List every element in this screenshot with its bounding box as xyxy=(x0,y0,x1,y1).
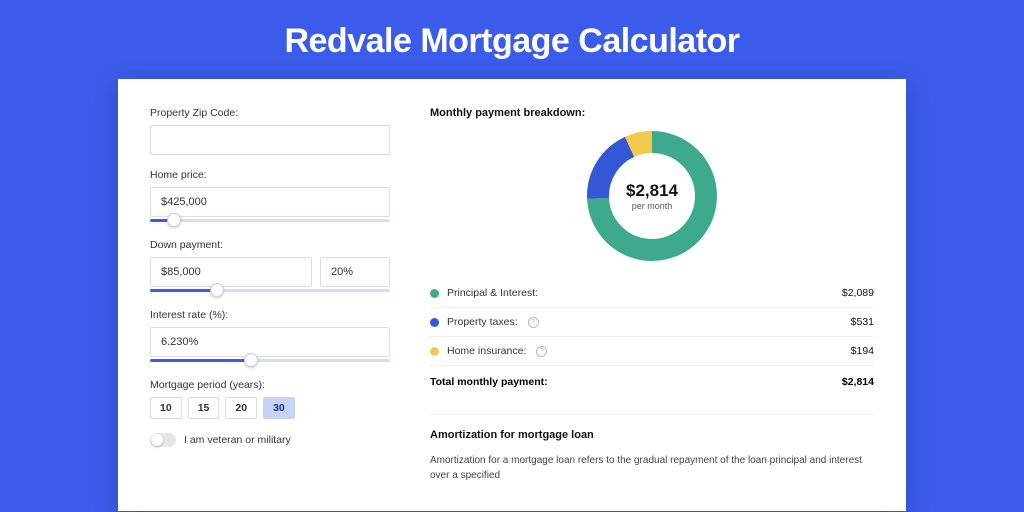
interest-rate-field-group: Interest rate (%): xyxy=(150,309,390,365)
veteran-toggle[interactable] xyxy=(150,433,176,447)
home-price-input[interactable] xyxy=(150,187,390,217)
period-option-10[interactable]: 10 xyxy=(150,397,182,419)
legend-label: Property taxes: xyxy=(447,316,518,328)
breakdown-title: Monthly payment breakdown: xyxy=(430,107,874,119)
veteran-row: I am veteran or military xyxy=(150,433,390,447)
home-price-slider[interactable] xyxy=(150,215,390,225)
donut-amount: $2,814 xyxy=(626,181,678,201)
info-icon[interactable]: ? xyxy=(528,317,539,328)
legend-value: $2,089 xyxy=(842,287,874,299)
veteran-label: I am veteran or military xyxy=(184,434,291,446)
legend-row: Property taxes:? $531 xyxy=(430,308,874,337)
down-payment-label: Down payment: xyxy=(150,239,390,251)
payment-donut-chart: $2,814 per month xyxy=(587,131,717,261)
period-option-15[interactable]: 15 xyxy=(188,397,220,419)
interest-rate-slider[interactable] xyxy=(150,355,390,365)
interest-rate-input[interactable] xyxy=(150,327,390,357)
amortization-title: Amortization for mortgage loan xyxy=(430,429,874,441)
legend-color-dot xyxy=(430,318,439,327)
period-option-20[interactable]: 20 xyxy=(225,397,257,419)
results-panel: Monthly payment breakdown: $2,814 per mo… xyxy=(422,107,874,483)
legend-color-dot xyxy=(430,289,439,298)
period-label: Mortgage period (years): xyxy=(150,379,390,391)
home-price-label: Home price: xyxy=(150,169,390,181)
down-payment-slider[interactable] xyxy=(150,285,390,295)
interest-rate-label: Interest rate (%): xyxy=(150,309,390,321)
total-value: $2,814 xyxy=(842,376,874,388)
legend-value: $531 xyxy=(851,316,874,328)
legend-list: Principal & Interest: $2,089 Property taxe… xyxy=(430,279,874,366)
amortization-section: Amortization for mortgage loan Amortizat… xyxy=(430,414,874,483)
donut-sub: per month xyxy=(632,201,673,211)
calculator-card: Property Zip Code: Home price: Down paym… xyxy=(118,79,906,511)
down-payment-pct-input[interactable] xyxy=(320,257,390,287)
legend-row: Home insurance:? $194 xyxy=(430,337,874,366)
legend-color-dot xyxy=(430,347,439,356)
total-row: Total monthly payment: $2,814 xyxy=(430,366,874,396)
legend-label: Home insurance: xyxy=(447,345,526,357)
legend-value: $194 xyxy=(851,345,874,357)
info-icon[interactable]: ? xyxy=(536,346,547,357)
down-payment-field-group: Down payment: xyxy=(150,239,390,295)
down-payment-amount-input[interactable] xyxy=(150,257,312,287)
zip-label: Property Zip Code: xyxy=(150,107,390,119)
zip-input[interactable] xyxy=(150,125,390,155)
period-field-group: Mortgage period (years): 10 1520 30 xyxy=(150,379,390,419)
donut-container: $2,814 per month xyxy=(430,131,874,261)
page-title: Redvale Mortgage Calculator xyxy=(0,0,1024,79)
zip-field-group: Property Zip Code: xyxy=(150,107,390,155)
legend-row: Principal & Interest: $2,089 xyxy=(430,279,874,308)
total-label: Total monthly payment: xyxy=(430,376,548,388)
legend-label: Principal & Interest: xyxy=(447,287,538,299)
home-price-field-group: Home price: xyxy=(150,169,390,225)
period-option-30[interactable]: 30 xyxy=(263,397,295,419)
period-options: 10 1520 30 xyxy=(150,397,390,419)
inputs-panel: Property Zip Code: Home price: Down paym… xyxy=(150,107,390,483)
amortization-text: Amortization for a mortgage loan refers … xyxy=(430,453,874,483)
